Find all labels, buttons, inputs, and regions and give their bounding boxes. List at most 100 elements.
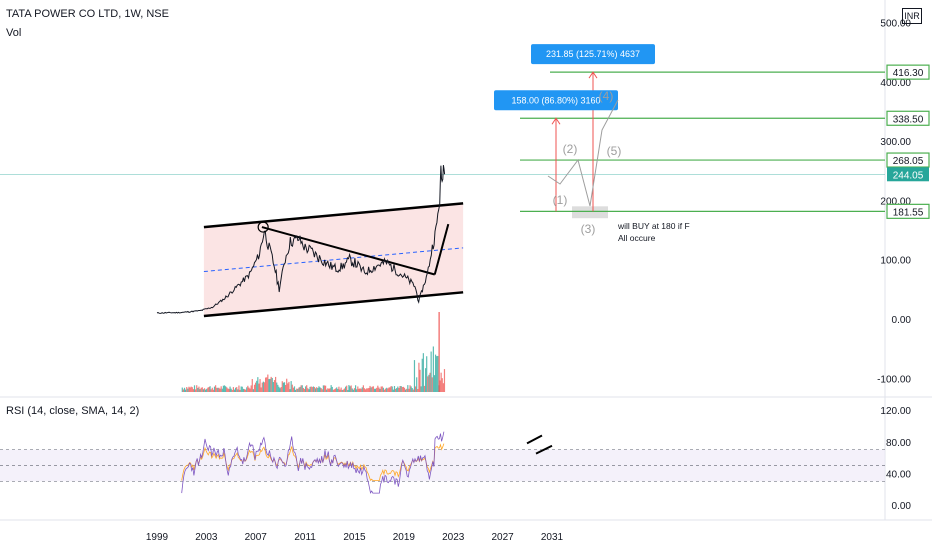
volume-bar [384,388,387,392]
volume-bar [223,385,226,392]
volume-bar [309,386,311,392]
volume-bar [360,388,362,392]
volume-bar [397,386,399,392]
measure-box [531,44,655,65]
volume-bar [430,351,432,392]
x-tick-label: 2011 [294,532,316,543]
volume-bar [280,387,282,392]
volume-bar [298,387,300,392]
level-tag-label: 181.55 [893,207,924,218]
volume-bar [219,388,221,392]
volume-bar [273,380,276,392]
volume-bar [242,388,244,392]
volume-bar [416,377,418,392]
volume-bar [221,388,223,392]
volume-bar [432,346,434,392]
volume-bar [207,387,209,392]
volume-bar [303,388,306,392]
volume-bar [326,389,328,392]
volume-bar [399,386,401,392]
volume-bar [371,386,373,392]
volume-bar [270,376,272,392]
volume-bar [348,385,350,392]
x-tick-label: 2015 [343,532,366,543]
volume-bar [358,388,360,392]
volume-bar [191,387,193,392]
volume-bar [352,389,354,392]
rsi-tick-label: 40.00 [886,469,911,480]
volume-bar [227,388,229,392]
volume-bar [268,379,270,392]
volume-bar [236,387,238,392]
volume-bar [299,386,301,392]
y-tick-label: -100.00 [877,374,911,385]
volume-bar [319,387,321,392]
volume-bar [232,387,234,392]
volume-bar [210,389,212,392]
channel-fill [203,203,464,317]
x-tick-label: 2027 [492,532,515,543]
level-tag-label: 268.05 [893,156,924,167]
volume-bar [235,387,237,392]
volume-bar [354,385,357,392]
volume-bar [311,387,313,392]
rsi-tick-label: 0.00 [892,501,912,512]
volume-bar [197,387,199,392]
wave-label: (1) [553,193,568,207]
volume-bar [198,386,200,392]
volume-bar [342,389,344,392]
measure-label: 158.00 (86.80%) 3160 [511,95,600,105]
volume-bar [357,386,359,392]
volume-bar [322,385,324,392]
volume-bar [206,388,208,392]
volume-bar [278,386,280,392]
volume-bar [400,386,402,392]
volume-bar [186,387,188,392]
volume-bar [251,379,253,392]
volume-bar [401,387,403,392]
volume-bar [347,389,349,392]
volume-bar [332,389,334,392]
rsi-trend-lower [535,444,553,455]
volume-bar [300,385,302,392]
volume-bar [211,387,213,392]
volume-bar [317,388,319,392]
volume-bar [220,386,222,392]
volume-bar [366,388,368,392]
volume-bar [259,379,261,392]
volume-bar [261,382,263,392]
volume-bar [419,369,421,392]
annotation-text: will BUY at 180 if F [617,221,690,231]
volume-bar [248,387,250,392]
volume-bar [363,388,366,392]
volume-bar [250,385,252,392]
measure-arrowhead [588,71,598,79]
volume-bar [255,382,257,392]
volume-bar [290,381,292,392]
rsi-trend-upper [526,434,543,445]
volume-bar [182,389,184,392]
wave-label: (3) [581,222,596,236]
volume-bar [233,389,236,392]
volume-bar [392,389,394,392]
level-tag-label: 338.50 [893,114,924,125]
volume-bar [349,386,351,392]
level-tag-box [886,64,930,80]
volume-bar [275,376,277,392]
y-tick-label: 300.00 [880,137,911,148]
last-price-tag-box [887,167,929,182]
volume-bar [431,377,433,392]
currency-badge[interactable]: INR [902,8,922,24]
volume-bar [437,355,439,392]
volume-label: Vol [6,27,22,39]
volume-bar [222,385,224,392]
channel-mid-line [203,247,464,273]
volume-bar [256,380,258,392]
y-tick-label: 100.00 [880,256,911,267]
volume-bar [442,383,444,392]
volume-bar [441,378,443,392]
volume-bar [225,386,227,392]
volume-bar [377,385,379,392]
volume-bar [337,388,339,392]
